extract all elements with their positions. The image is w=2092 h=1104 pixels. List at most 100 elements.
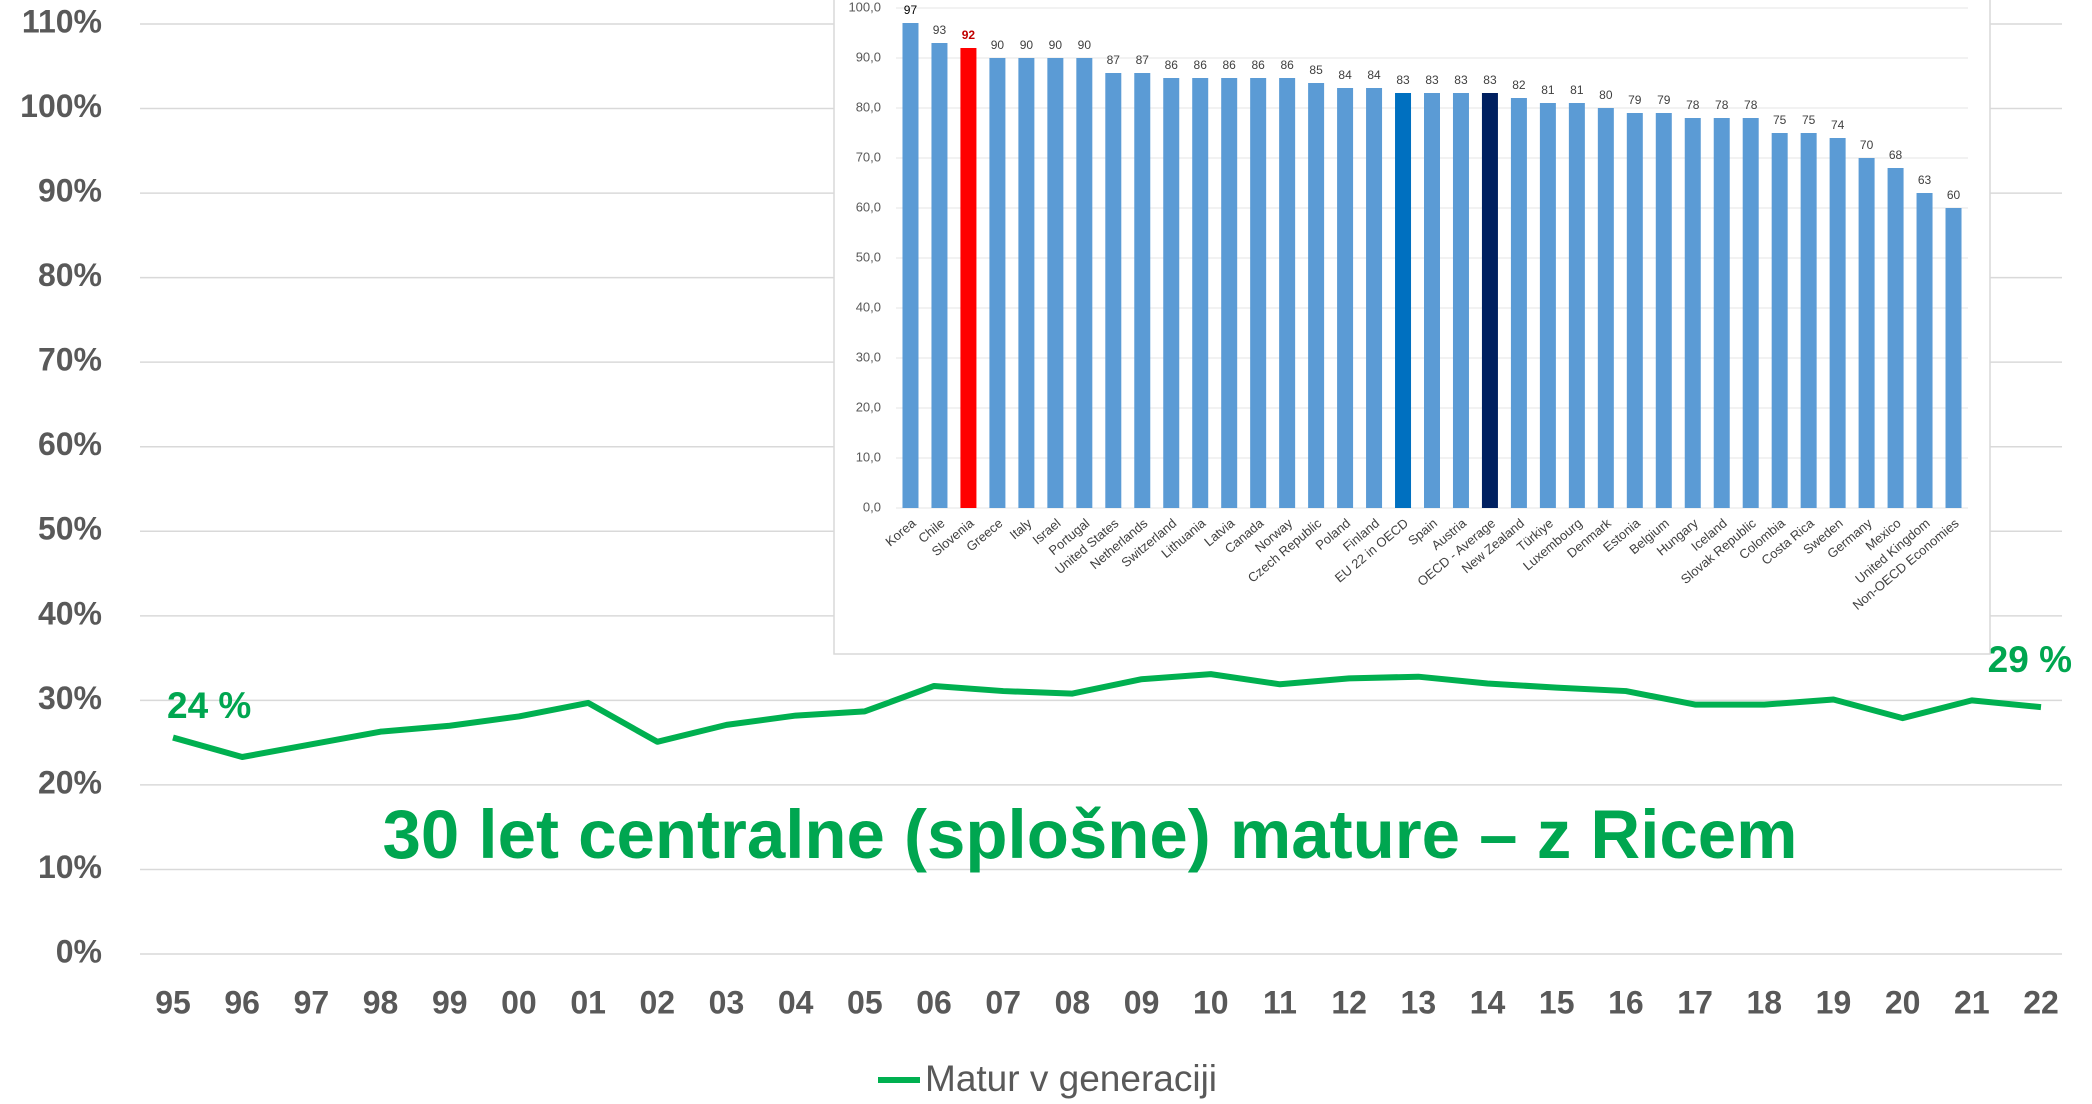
bar: [1858, 158, 1875, 508]
x-tick-label: 97: [294, 984, 330, 1020]
legend-label: Matur v generaciji: [925, 1058, 1217, 1099]
bar: [1250, 78, 1267, 508]
bar: [1568, 103, 1585, 508]
bar: [1887, 168, 1904, 508]
y-tick-label: 30,0: [856, 349, 881, 364]
bar: [1742, 118, 1759, 508]
chart-title: 30 let centralne (splošne) mature – z Ri…: [382, 796, 1797, 873]
x-tick-label: 99: [432, 984, 468, 1020]
data-label: 86: [1194, 58, 1208, 72]
bar: [1539, 103, 1556, 508]
x-tick-label: 15: [1539, 984, 1575, 1020]
x-tick-label: 12: [1331, 984, 1367, 1020]
data-label: 92: [962, 28, 976, 42]
data-label: 74: [1831, 118, 1845, 132]
data-label: 75: [1802, 113, 1816, 127]
bar: [1800, 133, 1817, 508]
data-label: 68: [1889, 148, 1903, 162]
data-label: 78: [1744, 98, 1758, 112]
data-label: 81: [1541, 83, 1555, 97]
x-tick-label: 03: [709, 984, 745, 1020]
data-label: 83: [1425, 73, 1439, 87]
bar: [1945, 208, 1962, 508]
x-tick-label: 19: [1816, 984, 1852, 1020]
y-tick-label: 100%: [20, 88, 102, 124]
data-label: 79: [1657, 93, 1671, 107]
bar: [989, 58, 1006, 508]
data-label: 80: [1599, 88, 1613, 102]
x-tick-label: 10: [1193, 984, 1229, 1020]
bar: [1308, 83, 1325, 508]
data-label: 90: [1049, 38, 1063, 52]
x-tick-label: 16: [1608, 984, 1644, 1020]
bar: [1771, 133, 1788, 508]
data-label: 83: [1483, 73, 1497, 87]
bar: [1076, 58, 1093, 508]
y-tick-label: 80%: [38, 257, 102, 293]
data-label: 60: [1947, 188, 1961, 202]
bar: [1510, 98, 1527, 508]
x-tick-label: 18: [1746, 984, 1782, 1020]
bar: [1047, 58, 1064, 508]
bar: [1713, 118, 1730, 508]
data-label: 75: [1773, 113, 1787, 127]
data-label: 90: [991, 38, 1005, 52]
y-tick-label: 70,0: [856, 149, 881, 164]
x-tick-label: 06: [916, 984, 952, 1020]
bar: [1192, 78, 1209, 508]
x-tick-label: 01: [570, 984, 606, 1020]
bar: [1684, 118, 1701, 508]
bar: [1134, 73, 1151, 508]
y-tick-label: 10,0: [856, 449, 881, 464]
bar: [1279, 78, 1296, 508]
annotation: 29 %: [1988, 639, 2072, 680]
data-label: 90: [1020, 38, 1034, 52]
data-label: 87: [1136, 53, 1150, 67]
bar: [1597, 108, 1614, 508]
data-label: 84: [1338, 68, 1352, 82]
y-tick-label: 90%: [38, 173, 102, 209]
y-tick-label: 90,0: [856, 49, 881, 64]
y-tick-label: 40%: [38, 595, 102, 631]
bar: [1655, 113, 1672, 508]
data-label: 78: [1715, 98, 1729, 112]
y-tick-label: 0,0: [863, 499, 881, 514]
data-label: 83: [1396, 73, 1410, 87]
data-line: [172, 671, 2042, 761]
y-tick-label: 100,0: [848, 0, 881, 14]
x-tick-label: 09: [1124, 984, 1160, 1020]
bar: [1916, 193, 1933, 508]
bar: [1481, 93, 1498, 508]
data-label: 79: [1628, 93, 1642, 107]
bar: [1105, 73, 1122, 508]
y-tick-label: 110%: [22, 3, 102, 39]
data-label: 86: [1165, 58, 1179, 72]
bar: [1452, 93, 1469, 508]
bar: [931, 43, 948, 508]
y-tick-label: 20,0: [856, 399, 881, 414]
bar: [960, 48, 977, 508]
x-tick-label: 22: [2023, 984, 2059, 1020]
y-tick-label: 30%: [38, 680, 102, 716]
bar: [1163, 78, 1180, 508]
x-tick-label: 20: [1885, 984, 1921, 1020]
x-tick-label: 08: [1055, 984, 1091, 1020]
data-label: 87: [1107, 53, 1121, 67]
bar: [1221, 78, 1238, 508]
data-label: 82: [1512, 78, 1526, 92]
annotation: 24 %: [167, 685, 251, 726]
bar: [1424, 93, 1440, 508]
data-label: 78: [1686, 98, 1700, 112]
data-label: 83: [1454, 73, 1468, 87]
data-label: 81: [1570, 83, 1584, 97]
y-tick-label: 40,0: [856, 299, 881, 314]
bar: [902, 23, 919, 508]
x-tick-label: 05: [847, 984, 883, 1020]
x-tick-label: 21: [1954, 984, 1990, 1020]
y-tick-label: 0%: [56, 933, 102, 969]
y-tick-label: 60,0: [856, 199, 881, 214]
x-tick-label: 96: [224, 984, 260, 1020]
y-tick-label: 50,0: [856, 249, 881, 264]
data-label: 97: [904, 3, 918, 17]
